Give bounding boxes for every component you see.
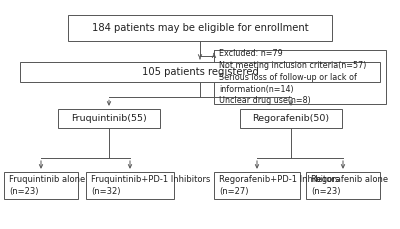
- FancyBboxPatch shape: [214, 172, 300, 199]
- Text: Fruquintinib+PD-1 Inhibitors
(n=32): Fruquintinib+PD-1 Inhibitors (n=32): [91, 175, 210, 196]
- Text: Fruquintinib alone
(n=23): Fruquintinib alone (n=23): [9, 175, 85, 196]
- Text: Fruquintinib(55): Fruquintinib(55): [71, 114, 147, 123]
- FancyBboxPatch shape: [240, 109, 342, 128]
- FancyBboxPatch shape: [214, 50, 386, 104]
- Text: Regorafenib alone
(n=23): Regorafenib alone (n=23): [311, 175, 388, 196]
- FancyBboxPatch shape: [306, 172, 380, 199]
- Text: Regorafenib+PD-1 Inhibitors
(n=27): Regorafenib+PD-1 Inhibitors (n=27): [219, 175, 339, 196]
- Text: 105 patients registered: 105 patients registered: [142, 67, 258, 77]
- FancyBboxPatch shape: [58, 109, 160, 128]
- FancyBboxPatch shape: [68, 15, 332, 41]
- Text: Regorafenib(50): Regorafenib(50): [252, 114, 330, 123]
- Text: Excluded: n=79
Not meeting inclusion criteria(n=57)
Serious loss of follow-up or: Excluded: n=79 Not meeting inclusion cri…: [219, 49, 366, 105]
- FancyBboxPatch shape: [86, 172, 174, 199]
- Text: 184 patients may be eligible for enrollment: 184 patients may be eligible for enrollm…: [92, 23, 308, 33]
- FancyBboxPatch shape: [4, 172, 78, 199]
- FancyBboxPatch shape: [20, 62, 380, 82]
